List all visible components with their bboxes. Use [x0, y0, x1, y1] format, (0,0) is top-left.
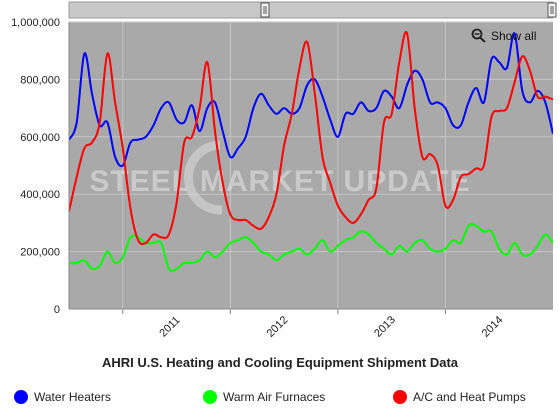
- x-tick-label: 2013: [372, 314, 398, 340]
- x-tick-label: 2011: [157, 314, 182, 339]
- series-line-warm-air-furnaces[interactable]: [69, 223, 553, 272]
- legend-swatch: [203, 390, 217, 404]
- chart-title: AHRI U.S. Heating and Cooling Equipment …: [101, 355, 459, 370]
- legend-swatch: [393, 390, 407, 404]
- y-axis: 0 200,000 400,000 600,000 800,000 1,000,000: [11, 17, 70, 316]
- show-all-button[interactable]: Show all: [471, 28, 537, 43]
- legend-label: Water Heaters: [34, 390, 111, 404]
- legend-label: Warm Air Furnaces: [223, 390, 326, 404]
- legend-swatch: [14, 390, 28, 404]
- y-tick-label: 0: [54, 304, 60, 316]
- legend-item-water-heaters[interactable]: Water Heaters: [14, 390, 111, 404]
- x-tick-label: 2012: [265, 314, 291, 340]
- zoom-out-icon: [471, 28, 483, 40]
- legend-item-warm-air-furnaces[interactable]: Warm Air Furnaces: [203, 390, 325, 404]
- series-line-a-c-and-heat-pumps[interactable]: [69, 30, 553, 246]
- legend-label: A/C and Heat Pumps: [413, 390, 526, 404]
- y-tick-label: 800,000: [20, 74, 60, 86]
- range-handle-right[interactable]: [547, 2, 557, 18]
- legend: Water Heaters Warm Air Furnaces A/C and …: [0, 390, 560, 410]
- x-axis: 2011 2012 2013 2014: [69, 308, 553, 340]
- y-tick-label: 600,000: [20, 132, 60, 144]
- y-tick-label: 1,000,000: [11, 17, 60, 29]
- series-line-water-heaters[interactable]: [69, 32, 553, 168]
- y-tick-label: 400,000: [20, 189, 60, 201]
- y-tick-label: 200,000: [20, 247, 60, 259]
- legend-item-ac-heat-pumps[interactable]: A/C and Heat Pumps: [393, 390, 526, 404]
- series-layer: [69, 30, 553, 272]
- range-handle-left[interactable]: [260, 2, 270, 18]
- range-navigator[interactable]: [68, 1, 554, 19]
- show-all-label: Show all: [491, 29, 536, 43]
- x-tick-label: 2014: [480, 314, 506, 340]
